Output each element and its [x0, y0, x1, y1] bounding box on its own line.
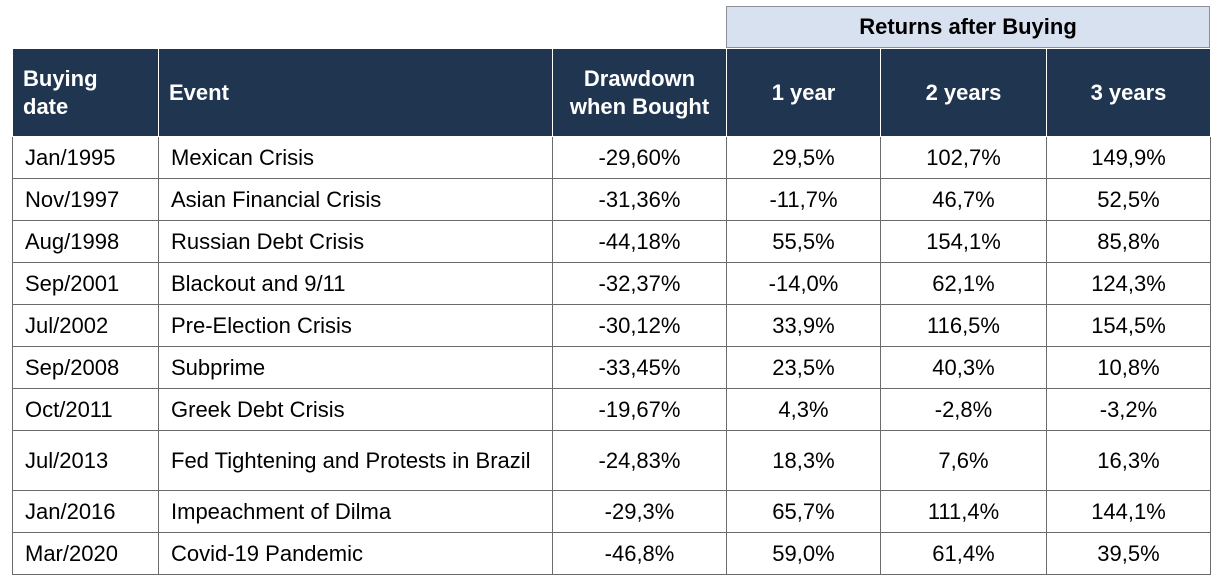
- cell-2-years: 46,7%: [880, 178, 1047, 221]
- table-row: Jul/2002 Pre-Election Crisis -30,12% 33,…: [12, 304, 1211, 347]
- cell-1-year: 59,0%: [726, 532, 881, 575]
- cell-buying-date: Sep/2008: [12, 346, 159, 389]
- cell-3-years: 144,1%: [1046, 490, 1211, 533]
- cell-drawdown: -31,36%: [552, 178, 727, 221]
- table-row: Nov/1997 Asian Financial Crisis -31,36% …: [12, 178, 1211, 221]
- cell-event: Russian Debt Crisis: [158, 220, 553, 263]
- cell-3-years: 154,5%: [1046, 304, 1211, 347]
- cell-event: Blackout and 9/11: [158, 262, 553, 305]
- cell-event: Pre-Election Crisis: [158, 304, 553, 347]
- header-event: Event: [158, 48, 553, 137]
- cell-3-years: 149,9%: [1046, 136, 1211, 179]
- header-3-years: 3 years: [1046, 48, 1211, 137]
- cell-2-years: 40,3%: [880, 346, 1047, 389]
- cell-drawdown: -19,67%: [552, 388, 727, 431]
- cell-2-years: -2,8%: [880, 388, 1047, 431]
- cell-drawdown: -46,8%: [552, 532, 727, 575]
- cell-2-years: 154,1%: [880, 220, 1047, 263]
- cell-1-year: -11,7%: [726, 178, 881, 221]
- returns-after-buying-header: Returns after Buying: [726, 6, 1210, 48]
- cell-drawdown: -29,60%: [552, 136, 727, 179]
- cell-drawdown: -33,45%: [552, 346, 727, 389]
- cell-buying-date: Aug/1998: [12, 220, 159, 263]
- cell-3-years: 124,3%: [1046, 262, 1211, 305]
- cell-event: Fed Tightening and Protests in Brazil: [158, 430, 553, 491]
- cell-event: Subprime: [158, 346, 553, 389]
- table-row: Sep/2008 Subprime -33,45% 23,5% 40,3% 10…: [12, 346, 1211, 389]
- cell-buying-date: Nov/1997: [12, 178, 159, 221]
- cell-event: Covid-19 Pandemic: [158, 532, 553, 575]
- header-drawdown: Drawdown when Bought: [552, 48, 727, 137]
- cell-1-year: 33,9%: [726, 304, 881, 347]
- cell-2-years: 7,6%: [880, 430, 1047, 491]
- cell-buying-date: Oct/2011: [12, 388, 159, 431]
- cell-1-year: 18,3%: [726, 430, 881, 491]
- cell-2-years: 116,5%: [880, 304, 1047, 347]
- header-row: Buying date Event Drawdown when Bought 1…: [12, 48, 1211, 137]
- cell-2-years: 61,4%: [880, 532, 1047, 575]
- table-row: Sep/2001 Blackout and 9/11 -32,37% -14,0…: [12, 262, 1211, 305]
- cell-3-years: -3,2%: [1046, 388, 1211, 431]
- cell-3-years: 10,8%: [1046, 346, 1211, 389]
- cell-2-years: 102,7%: [880, 136, 1047, 179]
- cell-1-year: 23,5%: [726, 346, 881, 389]
- cell-1-year: 55,5%: [726, 220, 881, 263]
- cell-drawdown: -44,18%: [552, 220, 727, 263]
- cell-event: Greek Debt Crisis: [158, 388, 553, 431]
- table-row: Jan/2016 Impeachment of Dilma -29,3% 65,…: [12, 490, 1211, 533]
- cell-drawdown: -24,83%: [552, 430, 727, 491]
- crisis-returns-table: Buying date Event Drawdown when Bought 1…: [12, 48, 1211, 575]
- cell-2-years: 111,4%: [880, 490, 1047, 533]
- cell-event: Asian Financial Crisis: [158, 178, 553, 221]
- cell-buying-date: Jan/2016: [12, 490, 159, 533]
- cell-buying-date: Jan/1995: [12, 136, 159, 179]
- cell-1-year: 29,5%: [726, 136, 881, 179]
- table-row: Mar/2020 Covid-19 Pandemic -46,8% 59,0% …: [12, 532, 1211, 575]
- table-row: Jan/1995 Mexican Crisis -29,60% 29,5% 10…: [12, 136, 1211, 179]
- cell-2-years: 62,1%: [880, 262, 1047, 305]
- cell-buying-date: Jul/2002: [12, 304, 159, 347]
- cell-buying-date: Sep/2001: [12, 262, 159, 305]
- cell-drawdown: -30,12%: [552, 304, 727, 347]
- cell-event: Impeachment of Dilma: [158, 490, 553, 533]
- cell-3-years: 16,3%: [1046, 430, 1211, 491]
- cell-buying-date: Jul/2013: [12, 430, 159, 491]
- cell-3-years: 52,5%: [1046, 178, 1211, 221]
- header-buying-date: Buying date: [12, 48, 159, 137]
- table-row: Jul/2013 Fed Tightening and Protests in …: [12, 430, 1211, 491]
- cell-3-years: 85,8%: [1046, 220, 1211, 263]
- cell-event: Mexican Crisis: [158, 136, 553, 179]
- cell-drawdown: -32,37%: [552, 262, 727, 305]
- cell-1-year: 65,7%: [726, 490, 881, 533]
- cell-drawdown: -29,3%: [552, 490, 727, 533]
- table-row: Oct/2011 Greek Debt Crisis -19,67% 4,3% …: [12, 388, 1211, 431]
- header-1-year: 1 year: [726, 48, 881, 137]
- cell-buying-date: Mar/2020: [12, 532, 159, 575]
- cell-1-year: -14,0%: [726, 262, 881, 305]
- table-row: Aug/1998 Russian Debt Crisis -44,18% 55,…: [12, 220, 1211, 263]
- header-2-years: 2 years: [880, 48, 1047, 137]
- cell-1-year: 4,3%: [726, 388, 881, 431]
- cell-3-years: 39,5%: [1046, 532, 1211, 575]
